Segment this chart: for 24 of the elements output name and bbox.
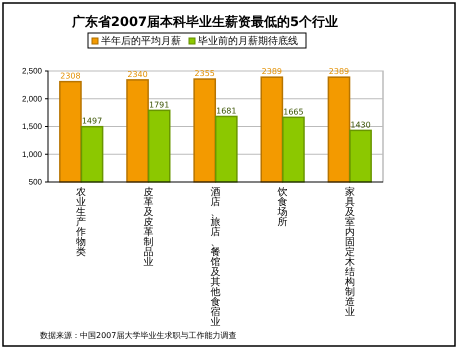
data-label: 2389 [328, 67, 350, 76]
y-tick-label: 1,000 [22, 150, 43, 159]
category-label: 酒店、旅店、餐馆及其他食宿业 [210, 187, 220, 328]
x-tick-label: 皮革及皮革制品业 [143, 186, 154, 268]
y-tick-label: 2,500 [22, 66, 43, 76]
legend-label: 毕业前的月薪期待底线 [198, 35, 298, 47]
data-label: 1791 [148, 100, 170, 110]
source-note: 数据来源：中国2007届大学毕业生求职与工作能力调查 [40, 331, 236, 340]
data-label: 2355 [194, 69, 215, 78]
data-label: 2340 [127, 70, 148, 79]
data-label: 1681 [216, 106, 236, 116]
x-tick-label: 农业生产作物类 [75, 187, 86, 258]
data-label: 2389 [262, 67, 282, 76]
chart-title: 广东省2007届本科毕业生薪资最低的5个行业 [70, 14, 338, 30]
y-tick-label: 2,000 [22, 94, 43, 104]
data-label: 1497 [82, 116, 102, 126]
data-label: 1665 [283, 107, 304, 116]
x-tick-label: 饮食场所 [276, 187, 288, 228]
data-label: 2308 [60, 72, 81, 81]
category-label: 家具及室内固定木结构制造业 [344, 187, 355, 318]
y-tick-label: 1,500 [22, 122, 43, 132]
legend-label: 半年后的平均月薪 [101, 35, 181, 47]
data-label: 1430 [350, 120, 371, 130]
y-tick-label: 500 [28, 178, 43, 187]
